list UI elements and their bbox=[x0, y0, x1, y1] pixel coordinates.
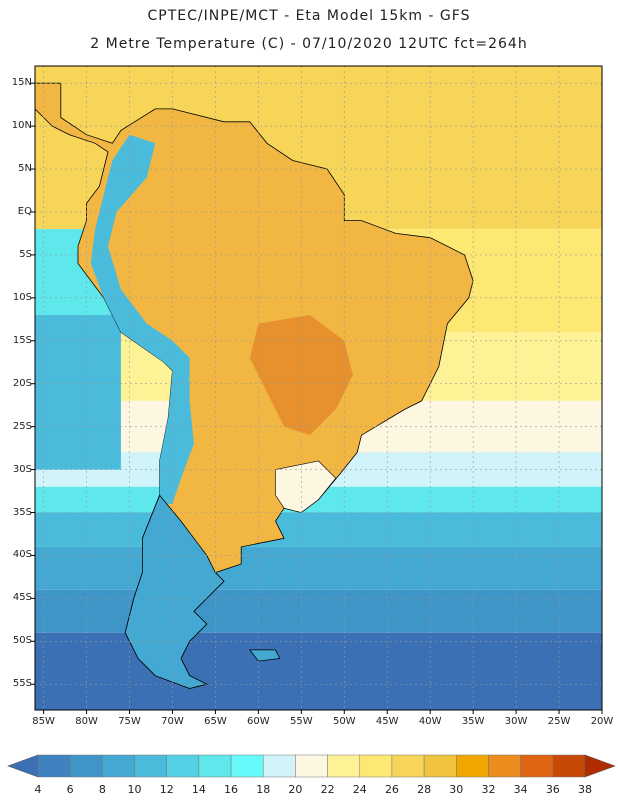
colorbar-label: 22 bbox=[320, 783, 335, 796]
colorbar-swatch bbox=[520, 754, 554, 778]
colorbar-label: 14 bbox=[191, 783, 206, 796]
lat-label: 45S bbox=[12, 592, 32, 604]
colorbar-swatch bbox=[359, 754, 393, 778]
lat-label: 5S bbox=[19, 248, 32, 260]
colorbar-label: 26 bbox=[384, 783, 399, 796]
lon-label: 40W bbox=[418, 716, 442, 727]
pacific-zone-1 bbox=[35, 315, 121, 470]
andes-cold-region bbox=[90, 134, 194, 504]
lat-label: 40S bbox=[12, 549, 32, 561]
lat-label: 30S bbox=[12, 463, 32, 475]
lon-label: 20W bbox=[590, 716, 614, 727]
falkland-islands bbox=[248, 649, 281, 662]
colorbar-label: 8 bbox=[98, 783, 106, 796]
colorbar-swatch bbox=[134, 754, 167, 778]
colorbar-label: 24 bbox=[352, 783, 367, 796]
ocean-band-7 bbox=[35, 546, 602, 590]
ocean-band-9 bbox=[35, 632, 602, 710]
southern-cool-region bbox=[275, 460, 337, 513]
lon-label: 50W bbox=[332, 716, 356, 727]
colorbar-swatch bbox=[391, 754, 425, 778]
lon-label: 55W bbox=[290, 716, 313, 727]
lon-label: 80W bbox=[75, 716, 98, 727]
map-title: CPTEC/INPE/MCT - Eta Model 15km - GFS bbox=[147, 8, 471, 24]
lat-label: 35S bbox=[12, 506, 32, 518]
lat-label: EQ bbox=[17, 205, 32, 217]
ocean-band-8 bbox=[35, 589, 602, 633]
colorbar-label: 4 bbox=[34, 783, 42, 796]
graticule bbox=[35, 66, 602, 710]
lat-label: 25S bbox=[12, 420, 32, 432]
map-subtitle: 2 Metre Temperature (C) - 07/10/2020 12U… bbox=[90, 36, 528, 52]
colorbar bbox=[7, 754, 616, 778]
lat-label: 15N bbox=[11, 77, 32, 89]
lat-label: 55S bbox=[12, 678, 32, 690]
axis-ticks bbox=[31, 82, 603, 714]
colorbar-swatch bbox=[198, 754, 232, 778]
colorbar-swatch bbox=[230, 754, 264, 778]
colorbar-arrow-low bbox=[7, 754, 39, 778]
patagonia-region bbox=[124, 494, 225, 689]
colorbar-swatch bbox=[295, 754, 328, 778]
lon-label: 70W bbox=[161, 716, 184, 727]
lon-label: 30W bbox=[504, 716, 528, 727]
colorbar-swatch bbox=[69, 754, 103, 778]
colorbar-swatch bbox=[456, 754, 489, 778]
map-frame bbox=[34, 65, 603, 711]
colorbar-swatch bbox=[488, 754, 521, 778]
lon-label: 25W bbox=[547, 716, 571, 727]
colorbar-swatch bbox=[166, 754, 200, 778]
lon-label: 60W bbox=[247, 716, 270, 727]
lat-label: 10N bbox=[11, 120, 32, 132]
colorbar-swatch bbox=[423, 754, 457, 778]
lat-label: 50S bbox=[12, 635, 32, 647]
colorbar-label: 20 bbox=[288, 783, 303, 796]
colorbar-label: 34 bbox=[513, 783, 528, 796]
colorbar-swatch bbox=[262, 754, 296, 778]
colorbar-label: 36 bbox=[545, 783, 560, 796]
colorbar-label: 18 bbox=[256, 783, 271, 796]
colorbar-arrow-high bbox=[584, 754, 616, 778]
colorbar-label: 12 bbox=[159, 783, 174, 796]
colorbar-swatch bbox=[552, 754, 586, 778]
ocean-band-6 bbox=[35, 512, 602, 547]
colorbar-label: 16 bbox=[224, 783, 239, 796]
hot-core-region bbox=[249, 315, 353, 436]
lon-label: 85W bbox=[32, 716, 55, 727]
colorbar-label: 28 bbox=[417, 783, 432, 796]
colorbar-label: 6 bbox=[66, 783, 74, 796]
lon-label: 65W bbox=[204, 716, 227, 727]
colorbar-label: 32 bbox=[481, 783, 496, 796]
lon-label: 45W bbox=[375, 716, 399, 727]
lon-label: 35W bbox=[461, 716, 485, 727]
colorbar-label: 10 bbox=[127, 783, 142, 796]
lat-label: 10S bbox=[12, 291, 32, 303]
land-layer bbox=[35, 82, 474, 689]
lat-label: 15S bbox=[12, 334, 32, 346]
lat-label: 5N bbox=[18, 163, 32, 175]
colorbar-swatch bbox=[37, 754, 71, 778]
colorbar-swatch bbox=[102, 754, 135, 778]
lat-label: 20S bbox=[12, 377, 32, 389]
colorbar-label: 30 bbox=[449, 783, 464, 796]
colorbar-label: 38 bbox=[578, 783, 592, 796]
lon-label: 75W bbox=[118, 716, 141, 727]
colorbar-swatch bbox=[327, 754, 361, 778]
